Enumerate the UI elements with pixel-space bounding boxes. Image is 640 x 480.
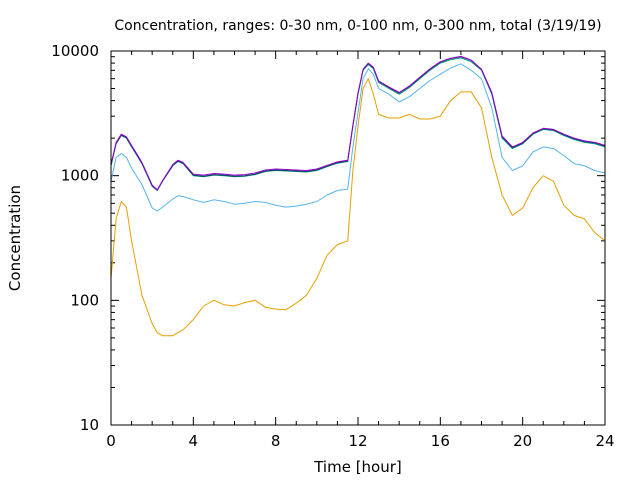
plot-frame bbox=[110, 50, 606, 426]
x-tick-label: 24 bbox=[595, 432, 614, 450]
x-tick-label: 12 bbox=[348, 432, 367, 450]
y-tick-label: 10 bbox=[80, 416, 99, 434]
series-line-5 bbox=[110, 55, 606, 191]
series-group bbox=[110, 55, 606, 337]
axis-ticks: 0 4 8 12 16 20 24 10 100 1000 10000 bbox=[51, 42, 614, 450]
x-tick-label: 16 bbox=[431, 432, 450, 450]
y-tick-label: 100 bbox=[70, 291, 99, 309]
chart-title: Concentration, ranges: 0-30 nm, 0-100 nm… bbox=[114, 18, 601, 34]
y-tick-label: 10000 bbox=[51, 42, 99, 60]
series-line-2 bbox=[110, 63, 606, 212]
x-tick-label: 8 bbox=[271, 432, 281, 450]
x-tick-label: 0 bbox=[106, 432, 116, 450]
x-tick-label: 4 bbox=[189, 432, 199, 450]
x-tick-label: 20 bbox=[513, 432, 532, 450]
y-tick-label: 1000 bbox=[61, 167, 99, 185]
y-axis-label: Concentration bbox=[6, 185, 24, 291]
series-line-1 bbox=[110, 78, 606, 337]
x-axis-label: Time [hour] bbox=[313, 458, 402, 476]
